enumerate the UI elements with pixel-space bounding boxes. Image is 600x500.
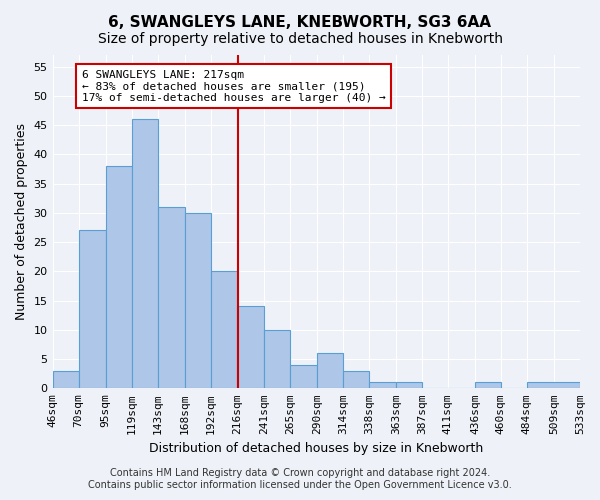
Bar — [475, 382, 501, 388]
Bar — [264, 330, 290, 388]
Bar — [158, 207, 185, 388]
Y-axis label: Number of detached properties: Number of detached properties — [15, 123, 28, 320]
Text: Contains HM Land Registry data © Crown copyright and database right 2024.
Contai: Contains HM Land Registry data © Crown c… — [88, 468, 512, 490]
Text: 6, SWANGLEYS LANE, KNEBWORTH, SG3 6AA: 6, SWANGLEYS LANE, KNEBWORTH, SG3 6AA — [109, 15, 491, 30]
Bar — [131, 120, 158, 388]
Text: Size of property relative to detached houses in Knebworth: Size of property relative to detached ho… — [97, 32, 503, 46]
Bar — [79, 230, 106, 388]
Bar — [236, 306, 264, 388]
Bar — [396, 382, 422, 388]
Bar — [53, 371, 79, 388]
Bar — [343, 371, 369, 388]
Bar — [211, 272, 236, 388]
Bar — [317, 353, 343, 388]
Bar — [369, 382, 396, 388]
Text: 6 SWANGLEYS LANE: 217sqm
← 83% of detached houses are smaller (195)
17% of semi-: 6 SWANGLEYS LANE: 217sqm ← 83% of detach… — [82, 70, 386, 103]
Bar — [106, 166, 131, 388]
X-axis label: Distribution of detached houses by size in Knebworth: Distribution of detached houses by size … — [149, 442, 484, 455]
Bar — [290, 365, 317, 388]
Bar — [527, 382, 580, 388]
Bar — [185, 213, 211, 388]
